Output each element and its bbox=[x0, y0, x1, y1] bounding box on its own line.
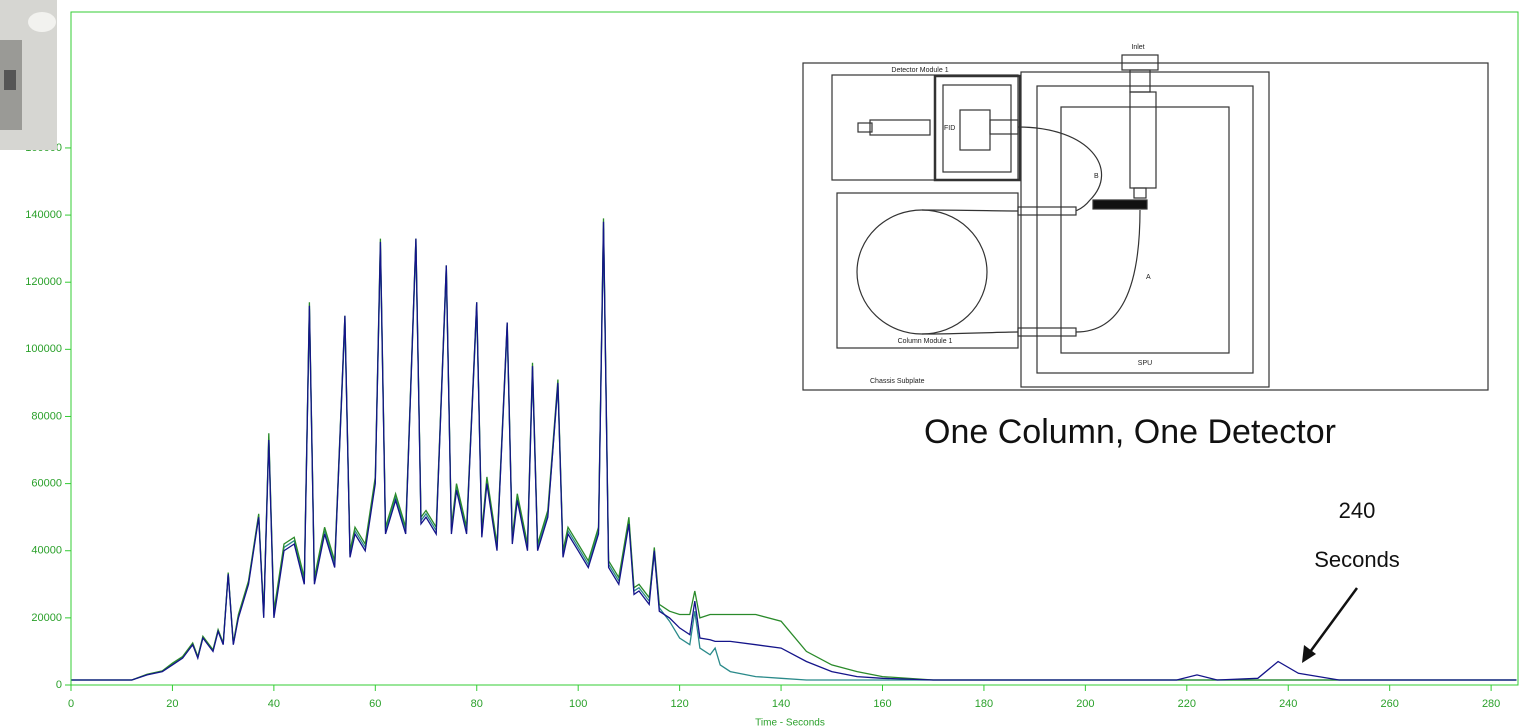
x-tick-label: 0 bbox=[68, 698, 74, 710]
diagram-label: B bbox=[1094, 173, 1099, 180]
photo bbox=[0, 0, 57, 150]
y-tick-label: 80000 bbox=[31, 410, 62, 422]
axes: 0 20000 40000 60000 80000 100000 120000 140000 1… bbox=[25, 11, 1519, 710]
plot-frame bbox=[70, 11, 1519, 686]
y-tick-label: 0 bbox=[56, 679, 62, 691]
diagram-label: Detector Module 1 bbox=[891, 67, 948, 74]
diagram-label: Chassis Subplate bbox=[870, 378, 925, 385]
diagram-labels: Inlet Detector Module 1 FID B A Column M… bbox=[870, 44, 1152, 385]
x-tick-label: 160 bbox=[873, 698, 891, 710]
annotation: 240 bbox=[1339, 498, 1376, 523]
x-tick-label: 100 bbox=[569, 698, 587, 710]
y-tick-label: 120000 bbox=[25, 276, 62, 288]
diagram-label: A bbox=[1146, 274, 1151, 281]
x-tick-label: 120 bbox=[670, 698, 688, 710]
plot-area bbox=[71, 218, 1517, 681]
diagram-label: FID bbox=[944, 125, 955, 132]
x-tick-label: 140 bbox=[772, 698, 790, 710]
x-tick-label: 40 bbox=[268, 698, 280, 710]
x-axis-label: Time - Seconds bbox=[755, 718, 825, 728]
diagram-caption: One Column, One Detector bbox=[924, 413, 1336, 451]
diagram-label: SPU bbox=[1138, 360, 1152, 367]
x-tick-label: 200 bbox=[1076, 698, 1094, 710]
annotation: Seconds bbox=[1314, 547, 1400, 572]
x-tick-label: 80 bbox=[471, 698, 483, 710]
series-line bbox=[71, 221, 1517, 681]
x-tick-label: 280 bbox=[1482, 698, 1500, 710]
diagram-label: Inlet bbox=[1131, 44, 1144, 51]
y-tick-label: 60000 bbox=[31, 478, 62, 490]
series-line bbox=[71, 228, 1517, 681]
x-tick-label: 260 bbox=[1381, 698, 1399, 710]
diagram-label: Column Module 1 bbox=[898, 338, 953, 345]
y-tick-label: 40000 bbox=[31, 545, 62, 557]
y-tick-label: 100000 bbox=[25, 343, 62, 355]
x-tick-label: 60 bbox=[369, 698, 381, 710]
y-tick-label: 20000 bbox=[31, 612, 62, 624]
x-tick-label: 180 bbox=[975, 698, 993, 710]
x-tick-label: 240 bbox=[1279, 698, 1297, 710]
x-tick-label: 20 bbox=[166, 698, 178, 710]
annotation-arrow bbox=[1302, 587, 1359, 663]
x-tick-label: 220 bbox=[1178, 698, 1196, 710]
y-tick-label: 140000 bbox=[25, 209, 62, 221]
diagram bbox=[802, 54, 1489, 391]
